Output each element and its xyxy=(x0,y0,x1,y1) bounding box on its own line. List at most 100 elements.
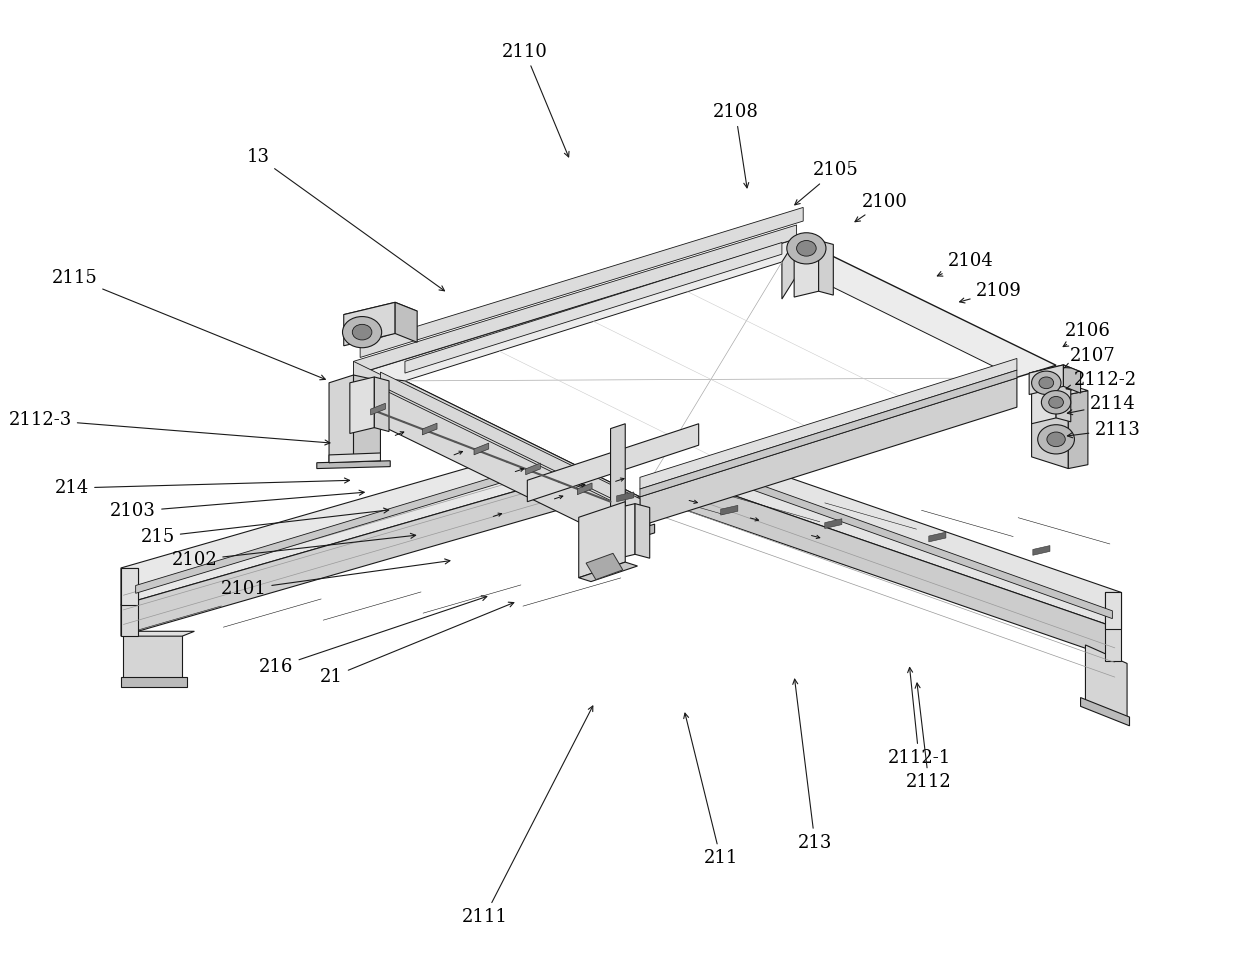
Text: 2114: 2114 xyxy=(1068,395,1136,415)
Polygon shape xyxy=(374,377,389,431)
Polygon shape xyxy=(627,437,1112,618)
Polygon shape xyxy=(627,421,1121,629)
Text: 2106: 2106 xyxy=(1063,322,1111,347)
Polygon shape xyxy=(579,563,637,581)
Circle shape xyxy=(352,324,372,340)
Polygon shape xyxy=(405,242,782,373)
Polygon shape xyxy=(353,375,640,539)
Text: 2101: 2101 xyxy=(221,559,450,599)
Text: 2109: 2109 xyxy=(960,282,1022,303)
Polygon shape xyxy=(360,208,804,358)
Polygon shape xyxy=(316,461,391,468)
Text: 2112-1: 2112-1 xyxy=(888,667,951,767)
Polygon shape xyxy=(1032,379,1087,395)
Text: 2102: 2102 xyxy=(171,533,415,569)
Circle shape xyxy=(342,317,382,348)
Text: 2103: 2103 xyxy=(110,490,365,520)
Polygon shape xyxy=(353,362,613,502)
Polygon shape xyxy=(353,225,796,375)
Polygon shape xyxy=(782,238,796,299)
Polygon shape xyxy=(122,459,627,636)
Text: 2105: 2105 xyxy=(795,162,858,205)
Polygon shape xyxy=(608,486,650,547)
Polygon shape xyxy=(1032,368,1056,423)
Polygon shape xyxy=(618,421,627,494)
Polygon shape xyxy=(122,568,138,605)
Polygon shape xyxy=(1085,645,1127,721)
Circle shape xyxy=(1049,397,1064,408)
Polygon shape xyxy=(474,443,489,455)
Text: 2112: 2112 xyxy=(906,683,951,791)
Polygon shape xyxy=(1056,368,1071,421)
Circle shape xyxy=(796,240,816,256)
Polygon shape xyxy=(343,302,396,346)
Text: 2112-2: 2112-2 xyxy=(1066,370,1137,390)
Polygon shape xyxy=(1105,592,1121,629)
Text: 2111: 2111 xyxy=(461,706,593,926)
Polygon shape xyxy=(122,568,138,636)
Polygon shape xyxy=(635,504,650,559)
Polygon shape xyxy=(1033,546,1050,556)
Polygon shape xyxy=(124,631,195,636)
Polygon shape xyxy=(627,459,1121,661)
Polygon shape xyxy=(1064,365,1080,393)
Polygon shape xyxy=(818,240,833,295)
Polygon shape xyxy=(526,463,541,474)
Polygon shape xyxy=(353,375,381,461)
Polygon shape xyxy=(610,423,625,554)
Text: 214: 214 xyxy=(55,478,350,497)
Polygon shape xyxy=(135,437,625,593)
Polygon shape xyxy=(353,238,796,412)
Polygon shape xyxy=(616,492,634,502)
Circle shape xyxy=(1038,424,1074,454)
Polygon shape xyxy=(122,677,187,687)
Polygon shape xyxy=(405,262,1017,497)
Polygon shape xyxy=(627,417,637,490)
Polygon shape xyxy=(720,506,738,515)
Polygon shape xyxy=(423,423,436,435)
Polygon shape xyxy=(1105,592,1121,661)
Polygon shape xyxy=(122,421,627,605)
Polygon shape xyxy=(640,359,1017,489)
Polygon shape xyxy=(825,518,842,528)
Polygon shape xyxy=(329,375,353,463)
Circle shape xyxy=(787,232,826,264)
Polygon shape xyxy=(1032,383,1069,468)
Text: 2100: 2100 xyxy=(856,192,908,221)
Text: 2108: 2108 xyxy=(713,103,759,188)
Text: 2113: 2113 xyxy=(1068,420,1141,439)
Polygon shape xyxy=(640,370,1017,497)
Text: 21: 21 xyxy=(320,602,513,686)
Polygon shape xyxy=(371,404,386,415)
Text: 2104: 2104 xyxy=(937,252,993,276)
Circle shape xyxy=(1032,371,1061,395)
Text: 216: 216 xyxy=(259,596,487,676)
Polygon shape xyxy=(610,504,635,561)
Polygon shape xyxy=(350,377,374,433)
Polygon shape xyxy=(587,554,622,579)
Polygon shape xyxy=(794,240,818,297)
Polygon shape xyxy=(353,238,1056,502)
Polygon shape xyxy=(640,378,1017,526)
Text: 211: 211 xyxy=(683,713,738,867)
Text: 13: 13 xyxy=(247,148,444,291)
Polygon shape xyxy=(1080,698,1130,726)
Text: 2110: 2110 xyxy=(502,42,569,157)
Polygon shape xyxy=(396,302,417,342)
Polygon shape xyxy=(1029,365,1080,380)
Polygon shape xyxy=(603,524,655,549)
Text: 215: 215 xyxy=(140,508,388,546)
Polygon shape xyxy=(579,502,625,577)
Polygon shape xyxy=(527,423,698,502)
Polygon shape xyxy=(343,302,417,323)
Text: 2112-3: 2112-3 xyxy=(9,411,330,445)
Polygon shape xyxy=(929,532,946,542)
Polygon shape xyxy=(1069,391,1087,468)
Polygon shape xyxy=(381,372,640,513)
Polygon shape xyxy=(329,453,381,463)
Polygon shape xyxy=(1029,365,1064,395)
Circle shape xyxy=(1047,432,1065,447)
Circle shape xyxy=(1042,391,1071,414)
Polygon shape xyxy=(578,483,591,495)
Text: 2107: 2107 xyxy=(1064,347,1116,368)
